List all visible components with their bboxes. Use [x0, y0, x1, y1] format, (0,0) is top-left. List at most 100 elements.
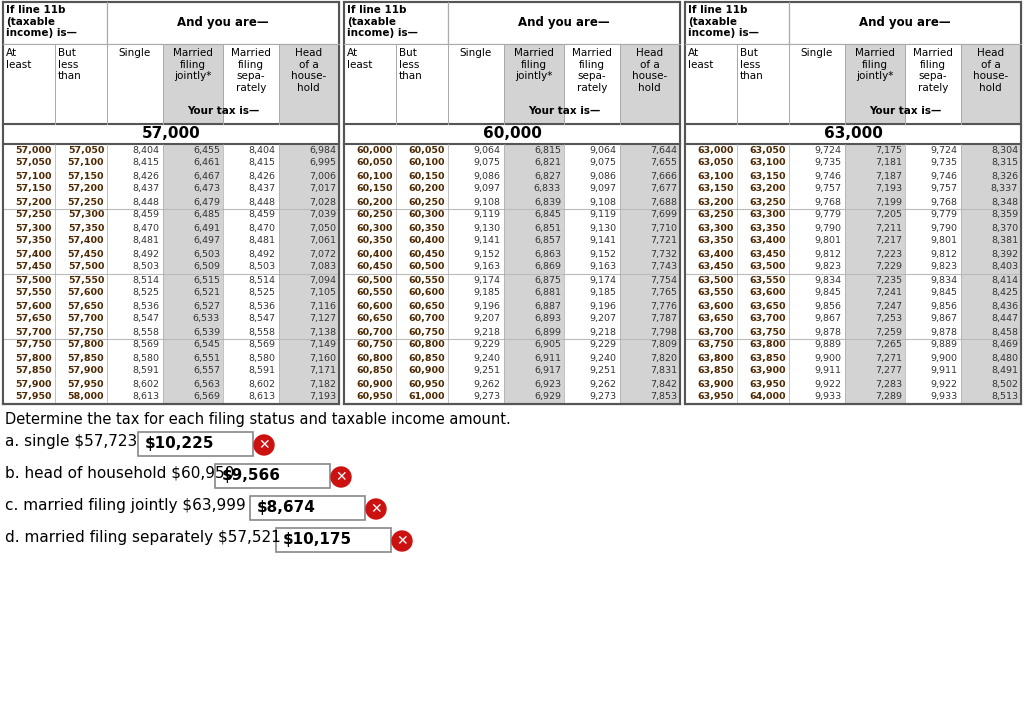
Bar	[279, 157, 339, 170]
Text: 8,426: 8,426	[249, 172, 275, 181]
Bar	[790, 274, 845, 287]
Text: 8,337: 8,337	[991, 184, 1018, 193]
Bar	[344, 365, 396, 378]
Text: 60,950: 60,950	[409, 380, 445, 389]
Bar	[620, 287, 680, 300]
Bar	[250, 496, 365, 520]
Text: Head
of a
house-
hold: Head of a house- hold	[632, 48, 668, 93]
Text: 6,995: 6,995	[309, 158, 336, 167]
Bar	[905, 44, 961, 124]
Text: 8,480: 8,480	[991, 354, 1018, 363]
Bar	[344, 287, 396, 300]
Text: 9,757: 9,757	[931, 184, 957, 193]
Bar	[163, 326, 223, 339]
Text: 63,900: 63,900	[697, 380, 734, 389]
Text: 9,911: 9,911	[815, 366, 842, 375]
Text: 8,448: 8,448	[132, 198, 160, 207]
Text: 7,776: 7,776	[650, 302, 677, 311]
Text: 6,527: 6,527	[194, 302, 220, 311]
Text: 7,193: 7,193	[309, 392, 336, 401]
Text: 7,127: 7,127	[309, 314, 336, 323]
Bar	[449, 157, 504, 170]
Bar	[449, 235, 504, 248]
Text: 6,917: 6,917	[535, 366, 561, 375]
Bar	[620, 261, 680, 274]
Bar	[108, 326, 163, 339]
Text: 63,550: 63,550	[750, 276, 786, 285]
Text: 60,100: 60,100	[356, 172, 393, 181]
Text: 8,415: 8,415	[249, 158, 275, 167]
Bar	[685, 313, 737, 326]
Bar	[3, 183, 55, 196]
Text: 8,569: 8,569	[132, 340, 160, 349]
Text: 7,732: 7,732	[650, 250, 677, 259]
Text: 7,006: 7,006	[309, 172, 336, 181]
Text: 8,370: 8,370	[991, 224, 1018, 233]
Bar	[449, 44, 504, 124]
Bar	[3, 235, 55, 248]
Text: 7,072: 7,072	[309, 250, 336, 259]
Text: 57,650: 57,650	[15, 314, 52, 323]
Text: 9,064: 9,064	[473, 146, 501, 155]
Bar	[279, 274, 339, 287]
Bar	[790, 261, 845, 274]
Bar	[620, 183, 680, 196]
Bar	[685, 183, 737, 196]
Text: 8,459: 8,459	[132, 210, 160, 219]
Bar	[449, 339, 504, 352]
Text: 60,550: 60,550	[356, 288, 393, 297]
Bar	[845, 170, 905, 183]
Text: 9,075: 9,075	[473, 158, 501, 167]
Text: 9,218: 9,218	[590, 328, 616, 337]
Bar	[279, 261, 339, 274]
Text: 57,950: 57,950	[15, 392, 52, 401]
Text: 7,217: 7,217	[876, 236, 902, 245]
Text: 8,558: 8,558	[132, 328, 160, 337]
Text: But
less
than: But less than	[399, 48, 423, 82]
Bar	[396, 261, 449, 274]
Text: 9,823: 9,823	[931, 262, 957, 271]
Bar	[620, 274, 680, 287]
Text: ✕: ✕	[371, 502, 382, 516]
Bar	[344, 261, 396, 274]
Text: 6,515: 6,515	[194, 276, 220, 285]
Text: 7,061: 7,061	[309, 236, 336, 245]
Bar	[620, 339, 680, 352]
Bar	[905, 287, 961, 300]
Bar	[449, 2, 680, 44]
Text: But
less
than: But less than	[58, 48, 82, 82]
Text: 6,857: 6,857	[535, 236, 561, 245]
Bar	[3, 2, 108, 44]
Bar	[449, 365, 504, 378]
Text: 8,404: 8,404	[249, 146, 275, 155]
Bar	[737, 352, 790, 365]
Bar	[790, 287, 845, 300]
Text: 7,820: 7,820	[650, 354, 677, 363]
Bar	[685, 378, 737, 391]
Bar	[279, 144, 339, 157]
Text: 9,790: 9,790	[815, 224, 842, 233]
Text: 8,514: 8,514	[132, 276, 160, 285]
Bar	[449, 261, 504, 274]
Text: 7,017: 7,017	[309, 184, 336, 193]
Text: 7,050: 7,050	[309, 224, 336, 233]
Text: And you are—: And you are—	[859, 16, 951, 29]
Text: 8,425: 8,425	[991, 288, 1018, 297]
Text: 9,856: 9,856	[815, 302, 842, 311]
Text: Single: Single	[460, 48, 492, 58]
Text: 7,199: 7,199	[876, 198, 902, 207]
Text: 57,000: 57,000	[141, 126, 201, 141]
Text: 8,315: 8,315	[991, 158, 1018, 167]
Bar	[504, 196, 564, 209]
Bar	[55, 274, 108, 287]
Bar	[3, 124, 339, 144]
Text: 6,899: 6,899	[535, 328, 561, 337]
Text: 60,350: 60,350	[409, 224, 445, 233]
Text: 6,569: 6,569	[194, 392, 220, 401]
Bar	[845, 313, 905, 326]
Bar	[223, 326, 279, 339]
Bar	[55, 287, 108, 300]
Text: 7,235: 7,235	[874, 276, 902, 285]
Bar	[396, 170, 449, 183]
Bar	[344, 196, 396, 209]
